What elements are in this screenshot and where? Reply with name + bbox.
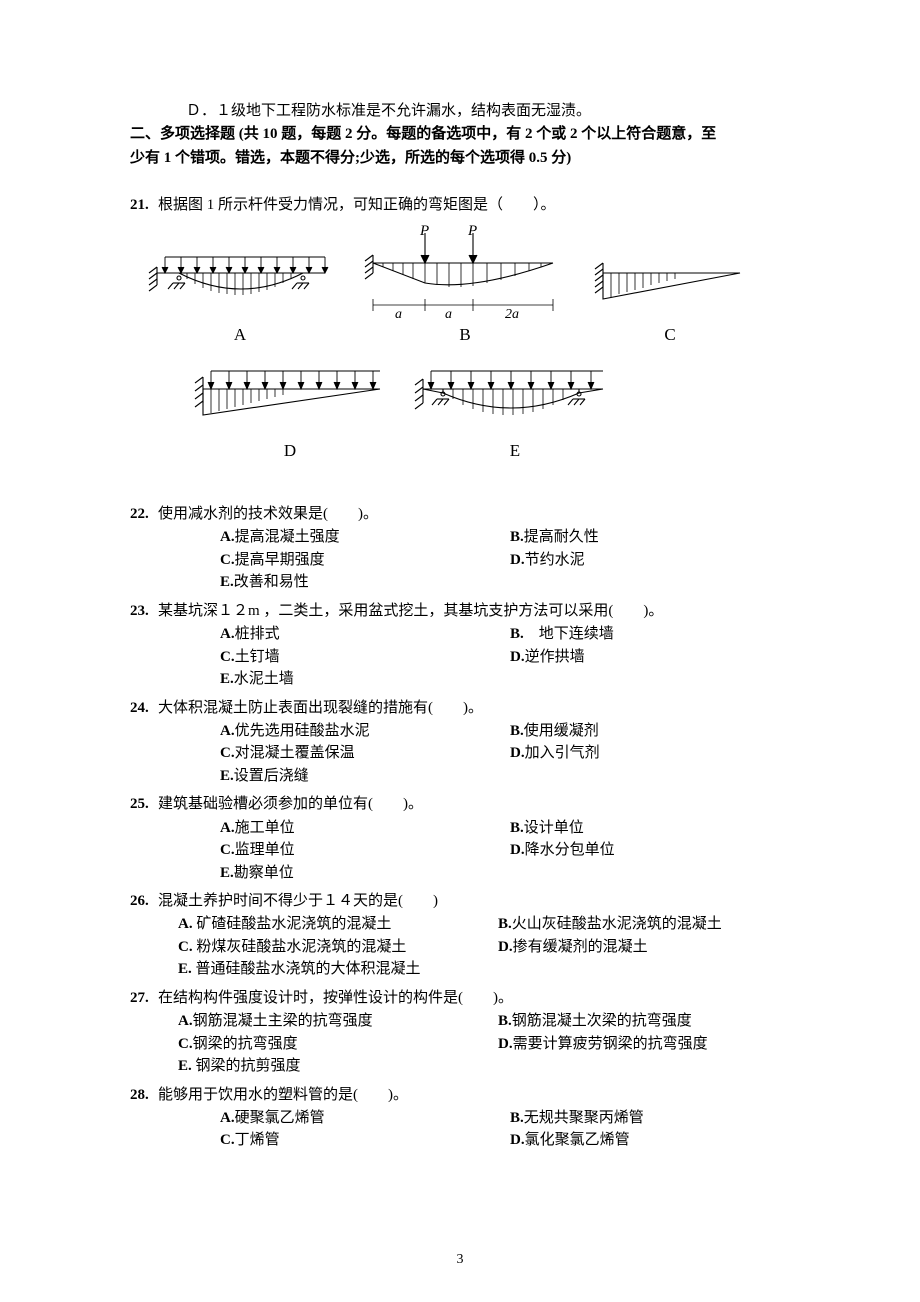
- q21-label-c: C: [664, 325, 675, 345]
- q25-opt-e: E.勘察单位: [130, 862, 510, 885]
- question-25: 25.建筑基础验槽必须参加的单位有( )。 A.施工单位 B.设计单位 C.监理…: [130, 793, 790, 884]
- q25-number: 25.: [130, 793, 158, 816]
- q27-opt-e: E. 钢梁的抗剪强度: [130, 1055, 498, 1078]
- q28-opt-b: B.无规共聚聚丙烯管: [510, 1107, 770, 1130]
- q24-opt-a: A.优先选用硅酸盐水泥: [130, 720, 510, 743]
- q22-opt-d: D.节约水泥: [510, 549, 770, 572]
- q21-number: 21.: [130, 194, 158, 217]
- q27-opt-b: B.钢筋混凝土次梁的抗弯强度: [498, 1010, 758, 1033]
- q26-opt-d: D.掺有缓凝剂的混凝土: [498, 936, 758, 959]
- q28-stem: 能够用于饮用水的塑料管的是( )。: [158, 1084, 408, 1107]
- svg-text:P: P: [419, 225, 429, 239]
- q25-stem: 建筑基础验槽必须参加的单位有( )。: [158, 793, 423, 816]
- q28-opt-d: D.氯化聚氯乙烯管: [510, 1129, 770, 1152]
- svg-text:P: P: [467, 225, 477, 239]
- svg-text:a: a: [445, 307, 452, 322]
- q24-opt-e: E.设置后浇缝: [130, 765, 510, 788]
- q27-opt-c: C.钢梁的抗弯强度: [130, 1033, 498, 1056]
- svg-text:a: a: [395, 307, 402, 322]
- q23-opt-b: B. 地下连续墙: [510, 623, 770, 646]
- q26-opt-a: A. 矿碴硅酸盐水泥浇筑的混凝土: [130, 913, 498, 936]
- q23-opt-a: A.桩排式: [130, 623, 510, 646]
- q21-label-d: D: [284, 441, 296, 461]
- q22-opt-a: A.提高混凝土强度: [130, 526, 510, 549]
- q21-diagram-d: [185, 359, 395, 439]
- q23-opt-d: D.逆作拱墙: [510, 646, 770, 669]
- q23-opt-e: E.水泥土墙: [130, 668, 510, 691]
- q25-opt-b: B.设计单位: [510, 817, 770, 840]
- q27-number: 27.: [130, 987, 158, 1010]
- q27-opt-d: D.需要计算疲劳钢梁的抗弯强度: [498, 1033, 758, 1056]
- q22-opt-c: C.提高早期强度: [130, 549, 510, 572]
- q26-stem: 混凝土养护时间不得少于１４天的是( ): [158, 890, 438, 913]
- q21-diagram-a: [135, 243, 345, 323]
- q28-opt-a: A.硬聚氯乙烯管: [130, 1107, 510, 1130]
- q25-opt-a: A.施工单位: [130, 817, 510, 840]
- q24-opt-c: C.对混凝土覆盖保温: [130, 742, 510, 765]
- q21-label-e: E: [510, 441, 520, 461]
- q27-stem: 在结构构件强度设计时，按弹性设计的构件是( )。: [158, 987, 513, 1010]
- question-22: 22.使用减水剂的技术效果是( )。 A.提高混凝土强度 B.提高耐久性 C.提…: [130, 503, 790, 594]
- question-21: 21. 根据图 1 所示杆件受力情况，可知正确的弯矩图是（ ）。: [130, 194, 790, 461]
- svg-text:2a: 2a: [505, 307, 519, 322]
- q24-opt-d: D.加入引气剂: [510, 742, 770, 765]
- q22-opt-b: B.提高耐久性: [510, 526, 770, 549]
- q23-number: 23.: [130, 600, 158, 623]
- q21-label-b: B: [459, 325, 470, 345]
- q22-opt-e: E.改善和易性: [130, 571, 510, 594]
- question-27: 27.在结构构件强度设计时，按弹性设计的构件是( )。 A.钢筋混凝土主梁的抗弯…: [130, 987, 790, 1078]
- section-2-header-line2: 少有 1 个错项。错选，本题不得分;少选，所选的每个选项得 0.5 分): [130, 147, 790, 170]
- q24-number: 24.: [130, 697, 158, 720]
- q25-opt-d: D.降水分包单位: [510, 839, 770, 862]
- q26-opt-c: C. 粉煤灰硅酸盐水泥浇筑的混凝土: [130, 936, 498, 959]
- q22-number: 22.: [130, 503, 158, 526]
- q23-opt-c: C.土钉墙: [130, 646, 510, 669]
- q21-label-a: A: [234, 325, 246, 345]
- question-24: 24.大体积混凝土防止表面出现裂缝的措施有( )。 A.优先选用硅酸盐水泥 B.…: [130, 697, 790, 788]
- question-26: 26.混凝土养护时间不得少于１４天的是( ) A. 矿碴硅酸盐水泥浇筑的混凝土 …: [130, 890, 790, 981]
- page-number: 3: [0, 1252, 920, 1268]
- q24-stem: 大体积混凝土防止表面出现裂缝的措施有( )。: [158, 697, 483, 720]
- q26-opt-e: E. 普通硅酸盐水浇筑的大体积混凝土: [130, 958, 498, 981]
- q28-number: 28.: [130, 1084, 158, 1107]
- section-2-header-line1: 二、多项选择题 (共 10 题，每题 2 分。每题的备选项中，有 2 个或 2 …: [130, 123, 790, 146]
- question-23: 23.某基坑深１２m ，二类土，采用盆式挖土，其基坑支护方法可以采用( )。 A…: [130, 600, 790, 691]
- prev-question-option-d: Ｄ．１级地下工程防水标准是不允许漏水，结构表面无湿渍。: [130, 100, 790, 123]
- q23-stem: 某基坑深１２m ，二类土，采用盆式挖土，其基坑支护方法可以采用( )。: [158, 600, 663, 623]
- q21-stem: 根据图 1 所示杆件受力情况，可知正确的弯矩图是（ ）。: [158, 194, 556, 217]
- q21-figure: A: [130, 225, 770, 461]
- q24-opt-b: B.使用缓凝剂: [510, 720, 770, 743]
- q21-diagram-c: [585, 243, 755, 323]
- question-28: 28.能够用于饮用水的塑料管的是( )。 A.硬聚氯乙烯管 B.无规共聚聚丙烯管…: [130, 1084, 790, 1152]
- q26-opt-b: B.火山灰硅酸盐水泥浇筑的混凝土: [498, 913, 758, 936]
- q21-diagram-b: P P a a 2a: [353, 225, 578, 323]
- q22-stem: 使用减水剂的技术效果是( )。: [158, 503, 378, 526]
- q28-opt-c: C.丁烯管: [130, 1129, 510, 1152]
- q27-opt-a: A.钢筋混凝土主梁的抗弯强度: [130, 1010, 498, 1033]
- q21-diagram-e: [403, 359, 628, 439]
- q25-opt-c: C.监理单位: [130, 839, 510, 862]
- q26-number: 26.: [130, 890, 158, 913]
